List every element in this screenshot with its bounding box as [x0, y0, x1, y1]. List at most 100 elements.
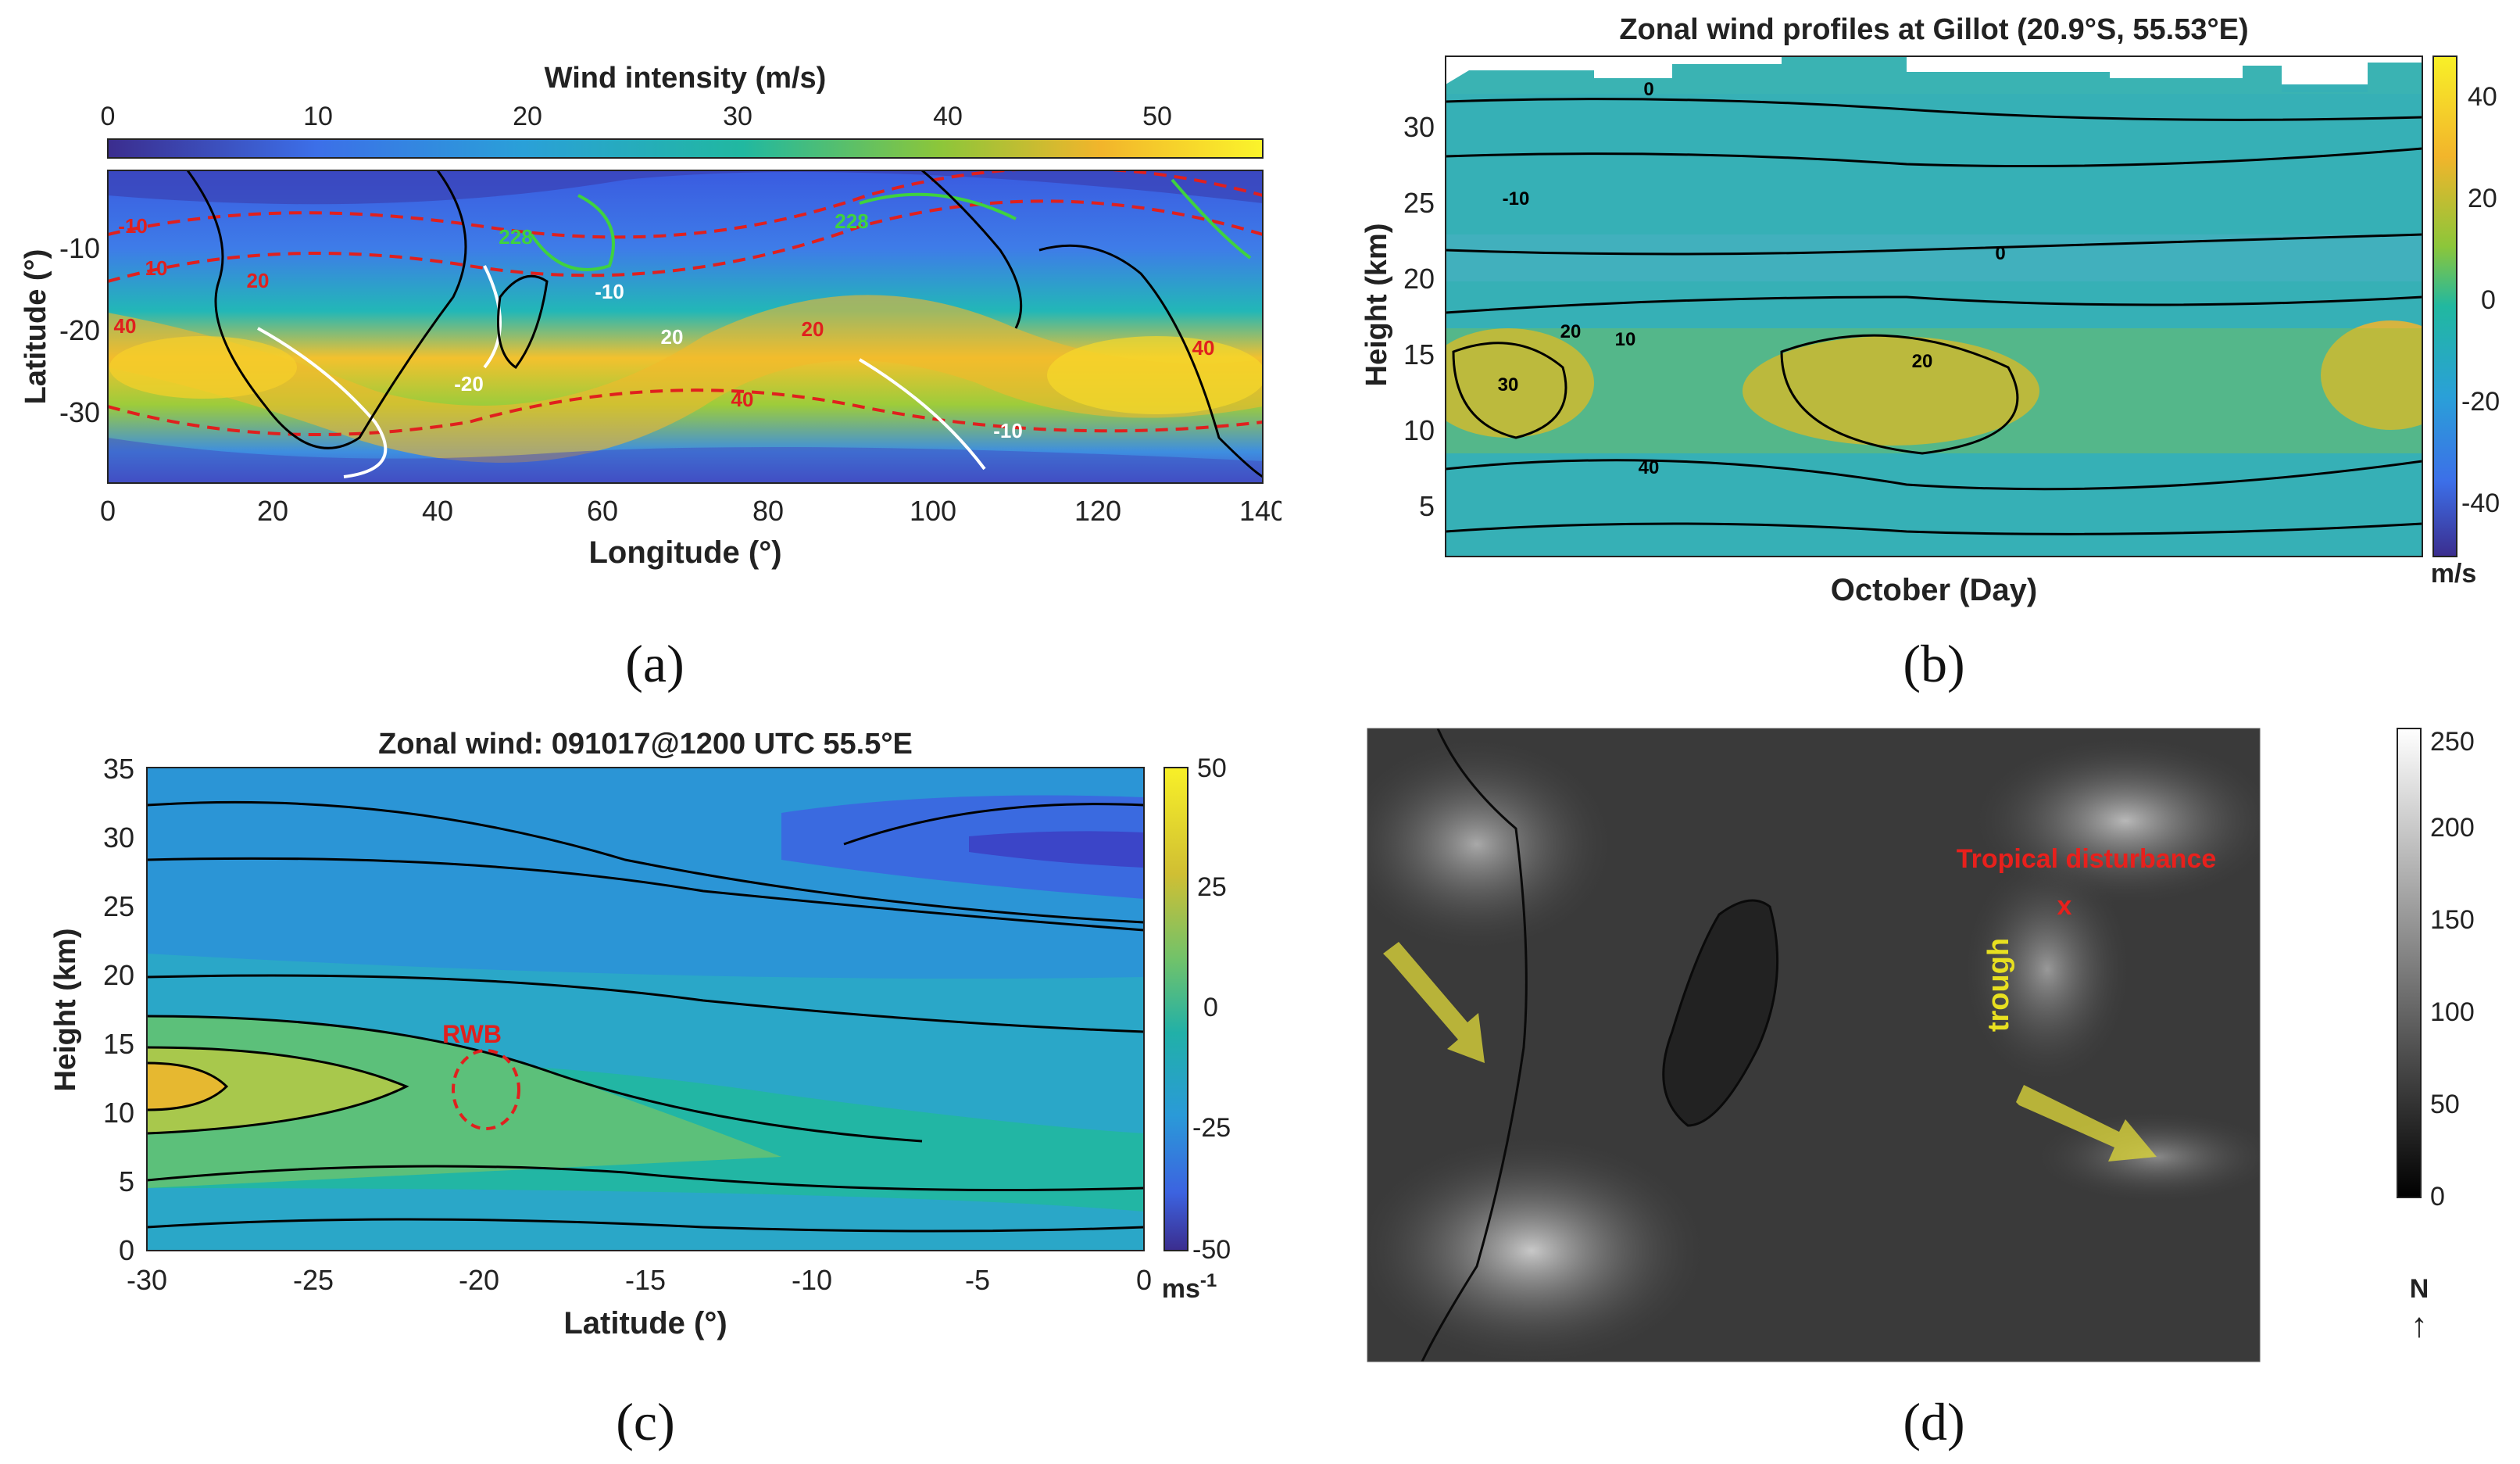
north-arrow-icon: ↑: [2411, 1306, 2428, 1344]
chart-title: Zonal wind profiles at Gillot (20.9°S, 5…: [1619, 13, 2248, 46]
y-tick-label: 20: [103, 959, 134, 991]
colorbar-tick: -50: [1192, 1235, 1231, 1265]
contour-label: -10: [993, 419, 1023, 442]
y-axis-label: Latitude (°): [20, 249, 52, 405]
y-tick-label: 0: [119, 1234, 134, 1266]
y-tick-label: 35: [103, 753, 134, 785]
y-tick-label: -20: [59, 314, 100, 346]
panel-d: Tropical disturbance x trough 250 200 15…: [1281, 719, 2520, 1460]
colorbar: [1163, 767, 1189, 1251]
y-axis: 0 5 10 15 20 25 30 35: [103, 753, 134, 1266]
x-tick-label: 0: [1136, 1264, 1152, 1296]
y-axis: 5 10 15 20 25 30: [1403, 111, 1435, 522]
colorbar-tick: 0: [2430, 1182, 2445, 1212]
zonal-wind-field: RWB: [147, 768, 1144, 1251]
caption-a: (a): [625, 634, 685, 693]
contour-label: 10: [1615, 329, 1636, 350]
colorbar-tick: 0: [1203, 993, 1218, 1022]
colorbar-tick: 50: [1142, 102, 1172, 131]
plot-frame: [107, 170, 1264, 484]
panel-b: Zonal wind profiles at Gillot (20.9°S, 5…: [1281, 0, 2520, 719]
x-axis: -30 -25 -20 -15 -10 -5 0: [127, 1264, 1152, 1296]
image-frame: [1367, 728, 2261, 1362]
rwb-label: RWB: [442, 1020, 502, 1048]
north-label: N: [2410, 1274, 2429, 1304]
colorbar-tick: 0: [101, 102, 116, 131]
colorbar-tick: -25: [1192, 1113, 1231, 1143]
colorbar-tick: 40: [2468, 82, 2497, 112]
x-tick-label: -30: [127, 1264, 167, 1296]
x-tick-label: 100: [910, 495, 956, 527]
x-tick-label: 40: [422, 495, 453, 527]
panel-d-svg: Tropical disturbance x trough 250 200 15…: [1367, 727, 2475, 1362]
colorbar-tick: 20: [2468, 184, 2497, 213]
x-tick-label: 20: [257, 495, 288, 527]
wind-map: 228 228 -10 10 20 40 40 20 40 -10 -20 20…: [108, 170, 1263, 483]
y-tick-label: 15: [1403, 338, 1435, 370]
colorbar-unit: ms-1: [1162, 1270, 1217, 1304]
panel-c-svg: Zonal wind: 091017@1200 UTC 55.5°E RWB 0…: [49, 728, 1231, 1341]
y-axis-label: Height (km): [1360, 224, 1393, 387]
contour-label: 0: [1643, 79, 1653, 100]
flow-arrow-west: [1383, 942, 1485, 1063]
y-tick-label: 25: [103, 890, 134, 922]
colorbar-tick: 200: [2430, 813, 2475, 843]
contour-label: 40: [1639, 457, 1660, 478]
contour-label: -20: [454, 372, 484, 396]
colorbar-tick: 50: [1197, 753, 1227, 783]
tropical-disturbance-label: Tropical disturbance: [1957, 844, 2217, 874]
colorbar-ticks: 0 10 20 30 40 50: [101, 102, 1172, 131]
caption-b: (b): [1903, 634, 1965, 693]
contour-label: 20: [1560, 321, 1582, 342]
x-axis-label: Latitude (°): [563, 1306, 727, 1341]
contour-label: 0: [1995, 243, 2005, 264]
x-axis: 0 20 40 60 80 100 120 140: [100, 495, 1286, 527]
contour-label: -10: [595, 280, 624, 303]
colorbar-title: Wind intensity (m/s): [545, 62, 827, 95]
colorbar-tick: 25: [1197, 872, 1227, 902]
y-tick-label: 30: [103, 821, 134, 854]
y-tick-label: -10: [59, 232, 100, 264]
x-tick-label: 60: [587, 495, 618, 527]
x-tick-label: -15: [625, 1264, 666, 1296]
panel-a: Wind intensity (m/s) 0 10 20 30 40 50: [0, 0, 1286, 719]
contour-label: 20: [661, 325, 684, 349]
plot-frame: [1445, 55, 2423, 557]
colorbar-tick: 40: [933, 102, 963, 131]
colorbar-tick: 50: [2430, 1090, 2460, 1119]
contour-label: 228: [835, 209, 868, 233]
x-tick-label: -10: [792, 1264, 832, 1296]
contour-label: 228: [499, 225, 532, 249]
disturbance-marker: x: [2057, 891, 2072, 921]
y-tick-label: 20: [1403, 263, 1435, 295]
colorbar-tick: 30: [723, 102, 752, 131]
x-tick-label: -25: [293, 1264, 334, 1296]
x-tick-label: -5: [965, 1264, 990, 1296]
contour-label: 20: [1912, 351, 1933, 372]
colorbar-tick: 150: [2430, 905, 2475, 935]
contour-label: 20: [247, 269, 270, 292]
contour-label: 30: [1498, 374, 1519, 396]
plot-frame: [146, 767, 1145, 1251]
colorbar-tick: -20: [2461, 387, 2500, 417]
contour-label: 40: [1192, 336, 1215, 360]
contour-label: 40: [114, 314, 137, 338]
colorbar-tick: 250: [2430, 727, 2475, 757]
trough-label: trough: [1982, 938, 2015, 1032]
contour-label: 20: [802, 317, 824, 341]
rwb-marker: [452, 1049, 520, 1130]
wind-profile-field: 0 -10 10 20 30 40 0 20: [1446, 56, 2422, 557]
x-tick-label: 120: [1074, 495, 1121, 527]
colorbar-unit: m/s: [2431, 559, 2477, 589]
contour-label: 10: [145, 256, 168, 280]
colorbar-ticks: 250 200 150 100 50 0: [2430, 727, 2475, 1212]
y-tick-label: 5: [119, 1165, 134, 1197]
colorbar-unit-exponent: -1: [1200, 1270, 1217, 1291]
y-axis-label: Height (km): [49, 929, 82, 1092]
y-tick-label: 10: [103, 1097, 134, 1129]
colorbar-ticks: 40 20 0 -20 -40: [2461, 82, 2500, 518]
colorbar-tick: 20: [513, 102, 542, 131]
colorbar-tick: 10: [303, 102, 333, 131]
colorbar-unit-base: ms: [1162, 1274, 1200, 1304]
x-tick-label: -20: [459, 1264, 499, 1296]
